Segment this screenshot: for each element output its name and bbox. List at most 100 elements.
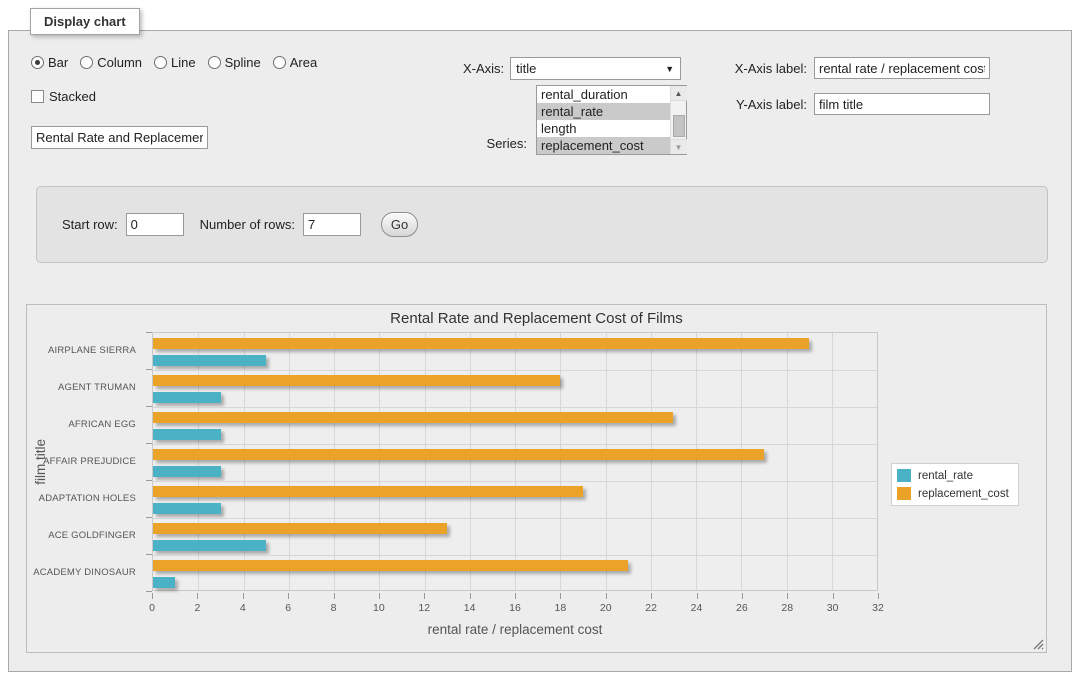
bar-rental_rate <box>153 466 221 477</box>
x-tick-mark <box>333 593 335 599</box>
x-tick-mark <box>696 593 698 599</box>
bar-replacement_cost <box>153 523 447 534</box>
chart-type-option-column[interactable]: Column <box>80 55 142 70</box>
y-category-label: AFRICAN EGG <box>68 419 136 430</box>
bar-rental_rate <box>153 503 221 514</box>
bar-rental_rate <box>153 540 266 551</box>
x-axis-select[interactable]: title ▼ <box>510 57 682 80</box>
legend-label: rental_rate <box>918 469 973 482</box>
chart-type-option-bar[interactable]: Bar <box>31 55 68 70</box>
y-tick-mark <box>146 369 152 370</box>
gridline-vertical <box>288 333 290 590</box>
x-tick-mark <box>197 593 199 599</box>
gridline-horizontal <box>153 444 877 445</box>
legend-item-rental_rate: rental_rate <box>897 469 1009 482</box>
go-button[interactable]: Go <box>381 212 418 237</box>
chart-container: Rental Rate and Replacement Cost of Film… <box>26 304 1047 653</box>
y-category-label: AGENT TRUMAN <box>57 382 136 393</box>
chart-type-label: Column <box>97 55 143 70</box>
gridline-horizontal <box>153 555 877 556</box>
x-axis-label-input[interactable] <box>814 57 990 79</box>
gridline-vertical <box>198 333 200 590</box>
radio-icon[interactable] <box>80 56 94 69</box>
radio-icon[interactable] <box>272 56 286 69</box>
series-option-rental_duration[interactable]: rental_duration <box>541 87 628 102</box>
radio-icon[interactable] <box>31 56 44 69</box>
gridline-vertical <box>650 333 652 590</box>
legend-swatch <box>897 469 911 482</box>
chart-type-label: Bar <box>48 55 69 70</box>
legend-label: replacement_cost <box>918 487 1009 500</box>
x-tick-mark <box>832 593 834 599</box>
chart-type-radio-group: Bar Column Line Spline Area <box>31 55 317 70</box>
x-tick-label: 6 <box>285 602 292 614</box>
x-tick-label: 0 <box>149 602 155 614</box>
x-tick-label: 18 <box>554 602 567 614</box>
chart-type-label: Area <box>289 55 318 70</box>
series-label: Series: <box>486 136 527 151</box>
radio-icon[interactable] <box>207 56 221 69</box>
y-category-label: ADAPTATION HOLES <box>38 493 136 504</box>
gridline-vertical <box>334 333 335 590</box>
y-category-label: AIRPLANE SIERRA <box>48 345 136 356</box>
series-option-rental_rate[interactable]: rental_rate <box>537 103 670 120</box>
chart-type-label: Spline <box>224 55 261 70</box>
y-tick-mark <box>146 554 152 555</box>
start-row-input[interactable] <box>125 213 184 236</box>
x-tick-mark <box>741 593 743 599</box>
number-of-rows-input[interactable] <box>303 213 361 236</box>
y-tick-mark <box>146 591 152 592</box>
gridline-horizontal <box>153 407 877 408</box>
x-axis-select-label: X-Axis: <box>463 61 505 76</box>
x-tick-mark <box>469 593 471 599</box>
x-tick-label: 16 <box>509 602 521 614</box>
gridline-vertical <box>515 333 516 590</box>
series-scrollbar[interactable]: ▲ ▼ <box>670 86 687 154</box>
x-tick-label: 8 <box>330 602 337 614</box>
series-option-length[interactable]: length <box>541 121 577 136</box>
x-tick-label: 28 <box>781 602 794 614</box>
radio-icon[interactable] <box>154 56 168 69</box>
gridline-vertical <box>831 333 833 590</box>
bar-replacement_cost <box>153 449 764 460</box>
y-tick-mark <box>146 480 152 481</box>
x-tick-label: 10 <box>373 602 385 614</box>
stacked-label: Stacked <box>49 89 96 104</box>
gridline-vertical <box>741 333 743 590</box>
chart-type-label: Line <box>171 55 196 70</box>
x-tick-label: 26 <box>736 602 748 614</box>
y-axis-label-input[interactable] <box>814 93 990 115</box>
chart-type-option-area[interactable]: Area <box>272 55 318 70</box>
bar-rental_rate <box>153 429 221 440</box>
series-listbox[interactable]: rental_duration rental_rate length replacem… <box>536 85 687 155</box>
x-tick-label: 22 <box>645 602 657 614</box>
y-tick-mark <box>146 332 152 333</box>
y-axis-label-label: Y-Axis label: <box>735 96 807 112</box>
chart-title: Rental Rate and Replacement Cost of Film… <box>390 310 683 327</box>
bar-rental_rate <box>153 577 176 588</box>
chart-type-option-spline[interactable]: Spline <box>207 55 261 70</box>
x-tick-label: 4 <box>239 602 246 614</box>
number-of-rows-label: Number of rows: <box>199 217 295 232</box>
x-tick-label: 32 <box>872 602 884 614</box>
series-option-replacement_cost[interactable]: replacement_cost <box>537 137 670 154</box>
chart-title-input[interactable] <box>31 126 208 149</box>
stacked-checkbox[interactable] <box>31 90 44 103</box>
x-axis-title: rental rate / replacement cost <box>427 622 603 637</box>
x-tick-mark <box>515 593 516 599</box>
resize-grip-icon[interactable] <box>1032 638 1044 650</box>
x-tick-mark <box>424 593 426 599</box>
gridline-vertical <box>424 333 426 590</box>
scrollbar-thumb[interactable] <box>672 115 685 137</box>
x-tick-label: 12 <box>418 602 431 614</box>
scroll-down-icon[interactable]: ▼ <box>670 139 687 154</box>
scroll-up-icon[interactable]: ▲ <box>670 86 687 101</box>
gridline-vertical <box>469 333 471 590</box>
x-tick-mark <box>152 593 153 599</box>
x-axis-label-label: X-Axis label: <box>734 60 807 76</box>
x-tick-mark <box>288 593 290 599</box>
x-tick-label: 2 <box>194 602 201 614</box>
x-tick-mark <box>651 593 653 599</box>
chart-type-option-line[interactable]: Line <box>154 55 196 70</box>
gridline-vertical <box>696 333 697 590</box>
